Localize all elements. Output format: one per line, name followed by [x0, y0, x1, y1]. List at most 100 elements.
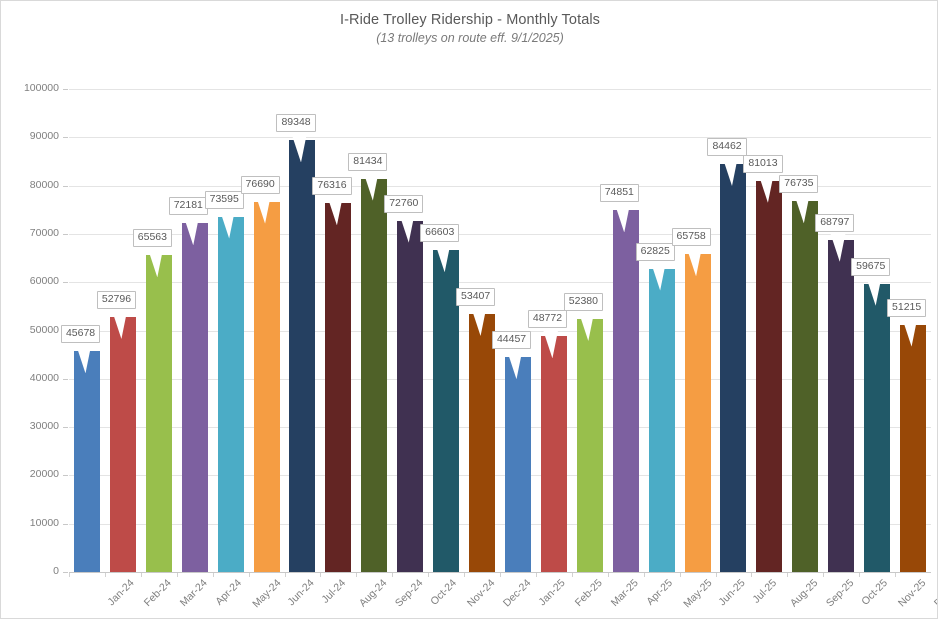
bar[interactable] — [469, 314, 496, 572]
y-axis-tick-label: 80000 — [29, 178, 59, 191]
x-axis-tick-mark — [679, 573, 681, 577]
x-axis-tick-mark — [859, 573, 861, 577]
y-axis-tick-mark — [63, 89, 68, 90]
data-label: 52796 — [96, 290, 137, 309]
x-axis-tick-mark — [500, 573, 501, 577]
x-axis-tick-mark — [571, 573, 573, 577]
y-axis-tick-mark — [63, 523, 68, 525]
bar[interactable] — [792, 201, 819, 572]
y-axis-tick-mark — [63, 185, 68, 187]
x-axis-tick-mark — [643, 573, 645, 577]
gridline — [69, 282, 931, 284]
x-axis-tick-mark — [320, 573, 322, 577]
bar[interactable] — [864, 283, 891, 572]
bar[interactable] — [289, 140, 316, 572]
bar[interactable] — [145, 255, 172, 572]
x-axis-tick-label: Nov-24 — [465, 577, 498, 610]
x-axis-tick-label: May-24 — [249, 577, 284, 611]
bar[interactable] — [684, 254, 711, 572]
gridline — [69, 475, 931, 477]
gridline — [69, 185, 931, 187]
x-axis-tick-label: Nov-25 — [896, 577, 929, 610]
data-label: 72760 — [384, 194, 424, 213]
bar[interactable] — [181, 223, 208, 572]
y-axis-tick-label: 40000 — [29, 371, 59, 384]
data-label: 81013 — [743, 154, 783, 173]
y-axis-tick-mark — [63, 137, 68, 139]
x-axis-tick-label: Jan-24 — [105, 577, 137, 609]
bar[interactable] — [648, 268, 675, 572]
x-axis-tick-label: Sep-24 — [393, 577, 426, 610]
y-axis-tick-label: 60000 — [29, 275, 59, 288]
data-label: 44457 — [491, 331, 532, 350]
chart-subtitle: (13 trolleys on route eff. 9/1/2025) — [376, 31, 564, 45]
x-axis-line — [69, 572, 931, 573]
x-axis-tick-label: Aug-24 — [357, 577, 390, 610]
x-axis-tick-mark — [464, 573, 466, 577]
bar[interactable] — [73, 351, 100, 572]
data-label: 73595 — [204, 190, 244, 209]
x-axis-tick-mark — [104, 573, 106, 577]
data-label: 74851 — [599, 184, 639, 203]
y-axis-tick-label: 70000 — [29, 226, 59, 239]
data-label: 48772 — [527, 310, 568, 329]
bar[interactable] — [504, 357, 531, 572]
x-axis-tick-label: May-25 — [680, 577, 715, 611]
y-axis-tick-mark — [63, 427, 68, 429]
x-axis-tick-mark — [823, 573, 825, 577]
x-axis-tick-label: Dec-24 — [500, 577, 534, 610]
x-axis-tick-label: Oct-24 — [428, 577, 460, 608]
bar[interactable] — [397, 220, 424, 572]
y-axis-tick-label: 10000 — [29, 516, 59, 529]
bar[interactable] — [756, 180, 783, 572]
data-label: 59675 — [851, 257, 891, 276]
data-label: 68797 — [815, 213, 855, 232]
x-axis-tick-label: Mar-25 — [608, 577, 641, 610]
x-axis-tick-label: Jul-24 — [319, 577, 349, 606]
y-axis-tick-label: 50000 — [29, 323, 59, 336]
y-axis-tick-label: 20000 — [29, 468, 59, 481]
y-axis-tick-label: 100000 — [23, 82, 59, 94]
bar[interactable] — [720, 164, 747, 572]
y-axis-tick-mark — [63, 572, 68, 573]
bar[interactable] — [540, 336, 567, 572]
bar[interactable] — [900, 324, 927, 572]
bar[interactable] — [361, 178, 388, 572]
gridline — [69, 89, 931, 90]
x-axis-tick-label: Feb-24 — [141, 577, 174, 610]
y-axis-tick-label: 90000 — [29, 130, 59, 143]
gridline — [69, 523, 931, 525]
bar[interactable] — [109, 317, 136, 572]
data-label: 52380 — [563, 293, 603, 311]
gridline — [69, 233, 931, 235]
data-label: 76690 — [240, 175, 280, 194]
x-axis-tick-label: Oct-25 — [859, 577, 891, 608]
bar[interactable] — [433, 250, 460, 572]
data-label: 65563 — [132, 229, 172, 248]
bar[interactable] — [828, 239, 855, 572]
x-axis-tick-mark — [392, 573, 394, 577]
bar[interactable] — [325, 203, 352, 572]
data-label: 53407 — [456, 288, 496, 307]
bar[interactable] — [612, 210, 639, 572]
x-axis-tick-label: Mar-24 — [177, 577, 210, 610]
x-axis-tick-label: Jan-25 — [536, 577, 568, 609]
chart-title: I-Ride Trolley Ridership - Monthly Total… — [339, 12, 601, 28]
y-axis-tick-mark — [63, 378, 68, 380]
x-axis-tick-mark — [787, 573, 789, 577]
data-label: 84462 — [707, 138, 747, 157]
data-label: 66603 — [420, 224, 460, 243]
bar[interactable] — [253, 201, 280, 572]
x-axis-tick-mark — [69, 573, 70, 577]
x-axis-tick-label: Apr-25 — [643, 577, 675, 608]
bar[interactable] — [576, 319, 603, 572]
x-axis-tick-mark — [284, 573, 286, 577]
data-label: 81434 — [348, 152, 388, 171]
x-axis-tick-mark — [751, 573, 753, 577]
data-label: 62825 — [635, 242, 675, 261]
x-axis-tick-label: Aug-25 — [788, 577, 821, 610]
data-label: 76735 — [779, 175, 819, 194]
bar[interactable] — [217, 216, 244, 572]
x-axis-tick-mark — [212, 573, 214, 577]
